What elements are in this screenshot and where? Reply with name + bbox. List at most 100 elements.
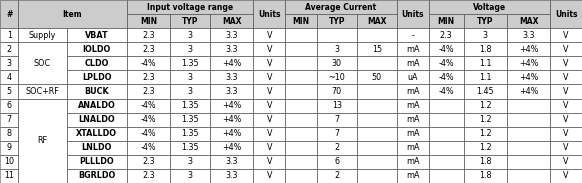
Text: 9: 9	[6, 143, 12, 152]
Bar	[397, 42, 428, 56]
Text: RF: RF	[37, 136, 48, 145]
Bar	[428, 28, 464, 42]
Bar	[317, 85, 357, 98]
Bar	[551, 155, 582, 169]
Bar	[285, 0, 397, 14]
Bar	[285, 98, 317, 113]
Bar	[428, 70, 464, 85]
Text: 1.1: 1.1	[479, 73, 492, 82]
Text: V: V	[563, 87, 569, 96]
Bar	[464, 113, 507, 127]
Bar	[397, 113, 428, 127]
Bar	[210, 169, 254, 183]
Bar	[170, 56, 210, 70]
Bar	[507, 14, 551, 28]
Bar	[357, 70, 397, 85]
Text: 1.35: 1.35	[182, 59, 199, 68]
Text: 3: 3	[6, 59, 12, 68]
Bar	[357, 85, 397, 98]
Text: 3.3: 3.3	[523, 31, 535, 40]
Bar	[254, 127, 285, 141]
Bar	[210, 98, 254, 113]
Bar	[170, 155, 210, 169]
Text: 1.35: 1.35	[182, 101, 199, 110]
Bar	[0, 42, 19, 56]
Bar	[210, 127, 254, 141]
Text: 1.2: 1.2	[479, 143, 492, 152]
Text: LNLDO: LNLDO	[81, 143, 112, 152]
Bar	[464, 56, 507, 70]
Bar	[428, 42, 464, 56]
Bar	[357, 98, 397, 113]
Text: 3.3: 3.3	[226, 87, 238, 96]
Text: 2: 2	[334, 143, 339, 152]
Text: 3.3: 3.3	[226, 157, 238, 166]
Bar	[210, 141, 254, 155]
Bar	[127, 0, 254, 14]
Text: 2.3: 2.3	[440, 31, 452, 40]
Text: MIN: MIN	[292, 17, 310, 26]
Bar	[0, 127, 19, 141]
Text: 70: 70	[332, 87, 342, 96]
Bar	[210, 56, 254, 70]
Text: mA: mA	[406, 45, 420, 54]
Bar	[127, 70, 170, 85]
Text: V: V	[563, 129, 569, 138]
Bar	[210, 141, 254, 155]
Text: -4%: -4%	[141, 129, 156, 138]
Bar	[19, 28, 67, 42]
Bar	[507, 169, 551, 183]
Bar	[254, 141, 285, 155]
Text: -: -	[411, 31, 414, 40]
Bar	[317, 127, 357, 141]
Bar	[0, 42, 19, 56]
Bar	[170, 98, 210, 113]
Text: V: V	[563, 171, 569, 180]
Bar	[170, 98, 210, 113]
Text: 7: 7	[334, 129, 339, 138]
Text: Units: Units	[402, 10, 424, 19]
Bar	[317, 14, 357, 28]
Bar	[357, 155, 397, 169]
Bar	[507, 113, 551, 127]
Bar	[397, 85, 428, 98]
Bar	[19, 0, 127, 28]
Bar	[464, 42, 507, 56]
Bar	[285, 70, 317, 85]
Bar	[254, 28, 285, 42]
Text: BUCK: BUCK	[84, 87, 109, 96]
Bar	[428, 127, 464, 141]
Text: +4%: +4%	[222, 101, 242, 110]
Text: mA: mA	[406, 59, 420, 68]
Text: 1.45: 1.45	[477, 87, 494, 96]
Bar	[397, 42, 428, 56]
Bar	[127, 70, 170, 85]
Bar	[397, 56, 428, 70]
Text: Input voltage range: Input voltage range	[147, 3, 233, 12]
Text: TYP: TYP	[182, 17, 198, 26]
Bar	[428, 127, 464, 141]
Bar	[127, 0, 254, 14]
Bar	[285, 14, 317, 28]
Text: 6: 6	[6, 101, 12, 110]
Bar	[254, 85, 285, 98]
Bar	[285, 56, 317, 70]
Text: 2.3: 2.3	[142, 157, 155, 166]
Text: -4%: -4%	[141, 143, 156, 152]
Text: 50: 50	[372, 73, 382, 82]
Text: V: V	[563, 59, 569, 68]
Bar	[357, 28, 397, 42]
Text: +4%: +4%	[519, 73, 538, 82]
Text: 7: 7	[6, 115, 12, 124]
Bar	[0, 28, 19, 42]
Bar	[127, 169, 170, 183]
Bar	[428, 113, 464, 127]
Text: 6: 6	[335, 157, 339, 166]
Bar	[0, 85, 19, 98]
Bar	[127, 127, 170, 141]
Bar	[285, 127, 317, 141]
Bar	[210, 28, 254, 42]
Bar	[67, 56, 127, 70]
Text: BGRLDO: BGRLDO	[78, 171, 115, 180]
Bar	[507, 127, 551, 141]
